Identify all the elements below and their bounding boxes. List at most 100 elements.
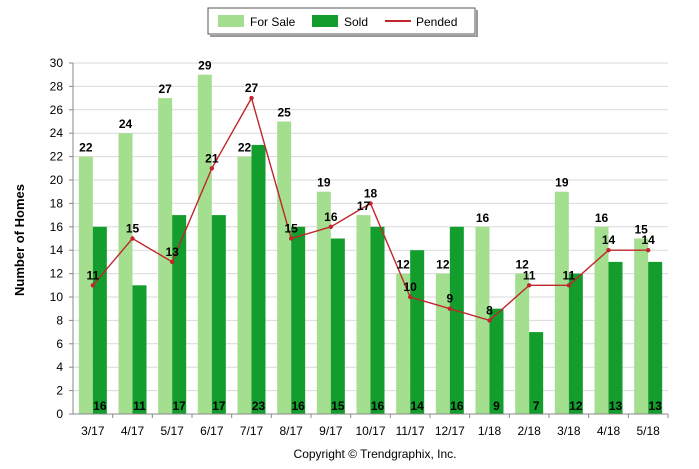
bar-for-sale (277, 121, 292, 414)
x-tick-label: 4/17 (121, 424, 145, 438)
pended-point (447, 306, 453, 311)
pended-point (249, 95, 254, 101)
y-tick-label: 6 (56, 337, 63, 351)
legend-swatch-sold (312, 15, 338, 27)
data-label-sold: 11 (133, 399, 146, 413)
data-label-for-sale: 12 (436, 258, 450, 272)
legend-label-pended: Pended (416, 15, 457, 29)
y-tick-label: 4 (56, 360, 63, 374)
bar-for-sale (594, 226, 609, 414)
y-tick-label: 22 (50, 150, 64, 164)
pended-point (645, 248, 651, 253)
legend-box (207, 7, 476, 35)
y-tick-label: 2 (56, 384, 63, 398)
data-label-pended: 15 (284, 222, 298, 236)
data-label-sold: 13 (648, 399, 662, 413)
data-label-pended: 8 (486, 303, 493, 317)
data-label-for-sale: 15 (634, 223, 648, 237)
data-label-pended: 13 (165, 245, 179, 259)
bar-sold (330, 238, 345, 414)
pended-point (487, 318, 492, 323)
bar-for-sale (634, 238, 649, 414)
x-tick-label: 7/17 (240, 424, 264, 438)
axes (69, 62, 669, 418)
x-tick-label: 9/17 (319, 424, 343, 438)
y-tick-label: 12 (50, 267, 64, 281)
bar-sold (370, 226, 385, 414)
legend: For Sale Sold Pended (207, 7, 478, 37)
data-label-for-sale: 19 (555, 176, 569, 190)
data-label-for-sale: 19 (317, 176, 331, 190)
bar-for-sale (515, 273, 530, 414)
x-tick-label: 5/18 (636, 424, 660, 438)
bar-sold (529, 332, 544, 414)
data-label-for-sale: 12 (515, 258, 529, 272)
pended-point (288, 236, 294, 241)
data-label-pended: 9 (446, 292, 453, 306)
data-label-pended: 14 (641, 233, 655, 247)
x-tick-label: 3/18 (557, 424, 581, 438)
pended-point (130, 236, 135, 241)
bar-for-sale (237, 156, 252, 414)
y-axis-label: Number of Homes (12, 184, 27, 296)
legend-label-sold: Sold (344, 15, 368, 29)
bar-sold (291, 226, 306, 414)
data-label-for-sale: 22 (238, 141, 252, 155)
bar-for-sale (118, 133, 133, 414)
data-label-pended: 18 (364, 186, 378, 200)
legend-shadow (210, 35, 478, 37)
pended-point (368, 201, 373, 206)
x-tick-label: 5/17 (160, 424, 184, 438)
data-label-pended: 27 (245, 81, 259, 95)
x-tick-label: 6/17 (200, 424, 224, 438)
data-label-sold: 15 (331, 399, 345, 413)
bar-for-sale (78, 156, 93, 414)
bar-sold (410, 250, 425, 414)
data-label-sold: 17 (172, 399, 186, 413)
bar-sold (648, 261, 663, 414)
bar-for-sale (158, 98, 173, 414)
y-tick-label: 24 (50, 126, 64, 140)
pended-line (90, 95, 651, 323)
bar-for-sale (396, 273, 411, 414)
data-label-sold: 14 (410, 399, 424, 413)
y-tick-label: 18 (50, 196, 64, 210)
y-tick-label: 28 (50, 79, 64, 93)
y-tick-label: 26 (50, 103, 64, 117)
bar-for-sale (197, 74, 212, 414)
data-label-for-sale: 16 (595, 211, 609, 225)
data-label-sold: 16 (93, 399, 107, 413)
data-label-sold: 17 (212, 399, 226, 413)
bar-for-sale (316, 191, 331, 414)
x-tick-label: 10/17 (355, 424, 385, 438)
pended-point (90, 283, 96, 288)
pended-point (328, 224, 334, 229)
data-label-for-sale: 22 (79, 141, 93, 155)
bar-sold (92, 226, 107, 414)
x-axis-ticks: 3/17 4/17 5/17 6/17 7/17 8/17 9/17 10/17 11/17 12… (81, 424, 660, 438)
pended-point (407, 294, 413, 300)
data-label-for-sale: 12 (396, 258, 410, 272)
data-label-sold: 9 (493, 399, 500, 413)
y-tick-label: 8 (56, 313, 63, 327)
data-label-for-sale: 24 (119, 117, 133, 131)
data-label-for-sale: 27 (158, 82, 172, 96)
x-tick-label: 3/17 (81, 424, 105, 438)
data-label-pended: 16 (324, 210, 338, 224)
x-tick-label: 2/18 (517, 424, 541, 438)
data-label-sold: 16 (291, 399, 305, 413)
data-label-sold: 23 (252, 399, 266, 413)
bar-sold (449, 226, 464, 414)
bar-for-sale (554, 191, 569, 414)
bars (78, 74, 663, 414)
copyright-text: Copyright © Trendgraphix, Inc. (294, 447, 457, 461)
bar-sold (608, 261, 623, 414)
data-label-sold: 13 (609, 399, 623, 413)
x-tick-label: 1/18 (478, 424, 502, 438)
y-tick-label: 0 (56, 407, 63, 421)
legend-label-for-sale: For Sale (250, 15, 296, 29)
data-label-pended: 14 (602, 233, 616, 247)
data-label-for-sale: 16 (476, 211, 490, 225)
bar-sold (132, 285, 147, 414)
